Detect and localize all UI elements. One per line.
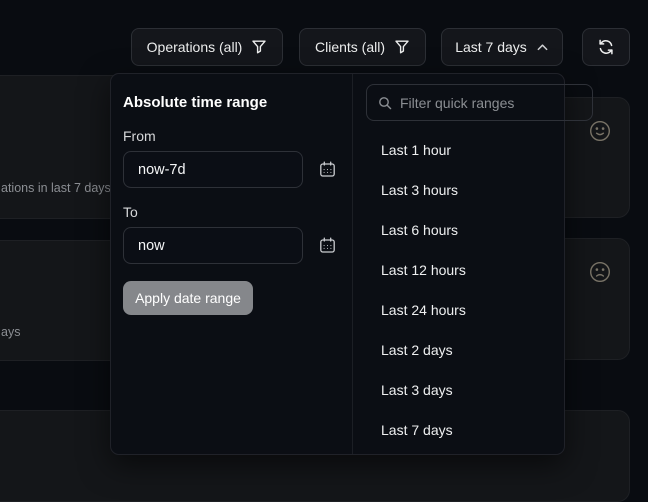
quick-range-option[interactable]: Last 12 hours (381, 262, 466, 278)
quick-ranges-search[interactable] (366, 84, 593, 121)
quick-range-option[interactable]: Last 6 hours (381, 222, 459, 238)
quick-ranges-section: Last 1 hour Last 3 hours Last 6 hours La… (353, 74, 608, 454)
clients-filter-label: Clients (all) (314, 39, 385, 55)
to-label: To (123, 204, 138, 220)
apply-date-range-button[interactable]: Apply date range (123, 281, 253, 315)
quick-range-option[interactable]: Last 7 days (381, 422, 453, 438)
funnel-icon (394, 39, 410, 55)
from-label: From (123, 128, 156, 144)
search-icon (378, 96, 392, 110)
quick-range-option[interactable]: Last 24 hours (381, 302, 466, 318)
dashboard-screen: ations in last 7 days ays Operations (al… (0, 28, 630, 502)
refresh-button[interactable] (582, 28, 630, 66)
time-range-label: Last 7 days (455, 39, 527, 55)
clients-filter-button[interactable]: Clients (all) (299, 28, 426, 66)
quick-ranges-filter-input[interactable] (400, 94, 581, 111)
absolute-time-range-section: Absolute time range From (111, 74, 353, 454)
chevron-up-icon (536, 41, 549, 54)
from-calendar-button[interactable] (315, 157, 340, 183)
quick-range-option[interactable]: Last 2 days (381, 342, 453, 358)
operations-filter-button[interactable]: Operations (all) (131, 28, 283, 66)
quick-range-option[interactable]: Last 1 hour (381, 142, 452, 158)
quick-range-option[interactable]: Last 3 hours (381, 182, 459, 198)
absolute-time-range-title: Absolute time range (123, 94, 268, 111)
time-range-button[interactable]: Last 7 days (441, 28, 563, 66)
funnel-icon (251, 39, 267, 55)
from-field-row (123, 151, 340, 188)
quick-range-option[interactable]: Last 3 days (381, 382, 453, 398)
to-calendar-button[interactable] (315, 233, 340, 259)
sad-face-icon (587, 259, 613, 285)
calendar-icon (319, 237, 336, 254)
stat-card-subtitle: ays (1, 325, 21, 339)
operations-filter-label: Operations (all) (146, 39, 243, 55)
time-range-picker-dropdown: Absolute time range From (110, 73, 593, 455)
quick-ranges-list: Last 1 hour Last 3 hours Last 6 hours La… (366, 130, 593, 450)
from-input[interactable] (123, 151, 303, 188)
to-field-row (123, 227, 340, 264)
refresh-icon (597, 38, 615, 56)
calendar-icon (319, 161, 336, 178)
to-input[interactable] (123, 227, 303, 264)
stat-card-subtitle: ations in last 7 days (1, 181, 111, 195)
smiling-face-icon (587, 118, 613, 144)
